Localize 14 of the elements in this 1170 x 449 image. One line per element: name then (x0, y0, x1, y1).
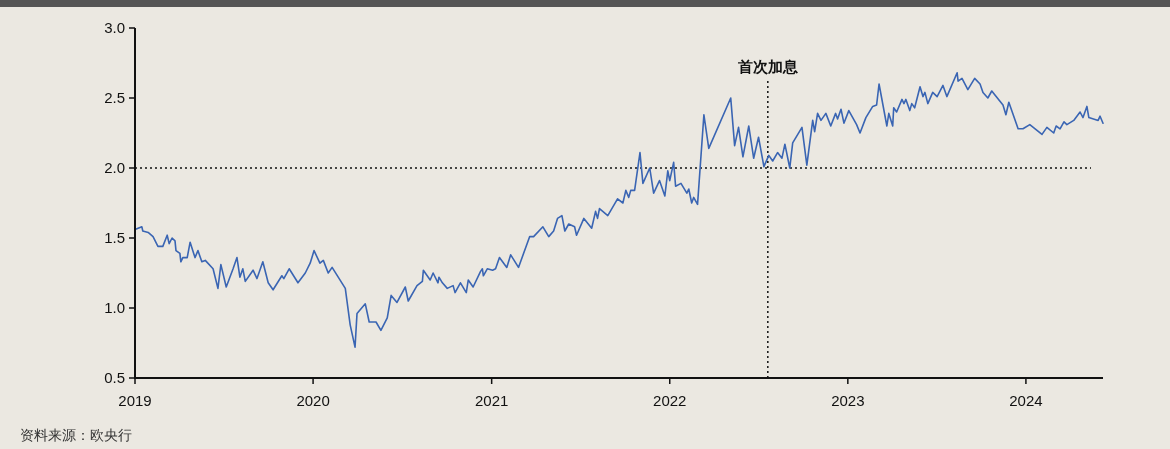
y-tick-label: 1.0 (104, 299, 125, 316)
x-tick-label: 2021 (474, 392, 509, 409)
x-tick-label: 2022 (653, 392, 687, 409)
text: 资料来源：欧央行 (20, 427, 132, 443)
y-tick-label: 1.5 (104, 229, 125, 246)
y-tick-label: 2.0 (104, 159, 125, 176)
y-tick-label: 3.0 (104, 19, 125, 36)
y-tick-label: 0.5 (104, 369, 125, 386)
x-tick-label: 2023 (831, 392, 865, 409)
x-tick-label: 2024 (1009, 392, 1043, 409)
ref-line-label: 首次加息 (736, 58, 799, 75)
y-tick-label: 2.5 (104, 89, 125, 106)
x-tick-label: 2020 (296, 392, 330, 409)
x-tick-label: 2019 (118, 392, 152, 409)
